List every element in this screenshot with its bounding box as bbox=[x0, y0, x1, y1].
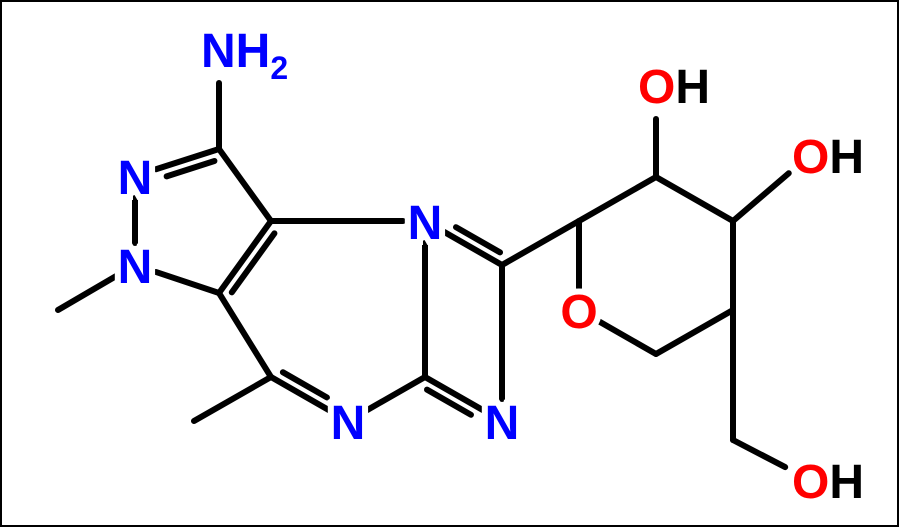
lbl-N1: N bbox=[118, 152, 153, 205]
lbl-O2: OH bbox=[638, 61, 710, 114]
lbl-N2: N bbox=[118, 241, 153, 294]
lbl-O3: OH bbox=[792, 131, 864, 184]
lbl-O4: OH bbox=[792, 456, 864, 509]
molecule-diagram: NNNNNNNNNNOONH2NH2OHOHOHOHOHOH bbox=[0, 0, 899, 527]
lbl-N7: N bbox=[331, 397, 366, 450]
lbl-N5: N bbox=[408, 197, 443, 250]
lbl-O1: O bbox=[560, 286, 597, 339]
lbl-N6: N bbox=[485, 397, 520, 450]
